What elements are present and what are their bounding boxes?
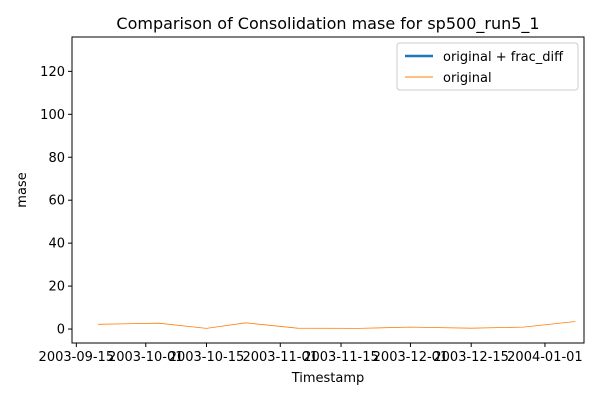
y-tick-label: 0	[57, 323, 65, 338]
plot-frame	[71, 36, 585, 344]
series-lines	[97, 321, 576, 329]
x-tick-label: 2003-12-15	[433, 350, 509, 365]
y-tick-label: 80	[48, 151, 65, 166]
axis-ticks: 2003-09-152003-10-012003-10-152003-11-01…	[39, 65, 583, 365]
y-tick-label: 60	[48, 194, 65, 209]
legend-label-frac-diff: original + frac_diff	[443, 50, 564, 65]
y-tick-label: 100	[40, 108, 65, 123]
x-tick-label: 2003-10-01	[108, 350, 184, 365]
x-axis-label: Timestamp	[291, 371, 365, 386]
x-tick-label: 2003-09-15	[39, 350, 115, 365]
plot-area	[71, 36, 585, 344]
x-tick-label: 2003-10-15	[169, 350, 245, 365]
legend-box	[396, 42, 579, 91]
legend-label-original: original	[443, 71, 492, 86]
y-axis-label: mase	[15, 172, 30, 207]
legend: original + frac_diff original	[396, 42, 579, 91]
series-line-1	[97, 321, 576, 329]
x-tick-label: 2004-01-01	[507, 350, 583, 365]
x-tick-label: 2003-11-01	[242, 350, 318, 365]
y-tick-label: 120	[40, 65, 65, 80]
x-tick-label: 2003-12-01	[373, 350, 449, 365]
chart-title: Comparison of Consolidation mase for sp5…	[116, 14, 539, 34]
x-tick-label: 2003-11-15	[303, 350, 379, 365]
y-tick-label: 40	[48, 237, 65, 252]
y-tick-label: 20	[48, 280, 65, 295]
